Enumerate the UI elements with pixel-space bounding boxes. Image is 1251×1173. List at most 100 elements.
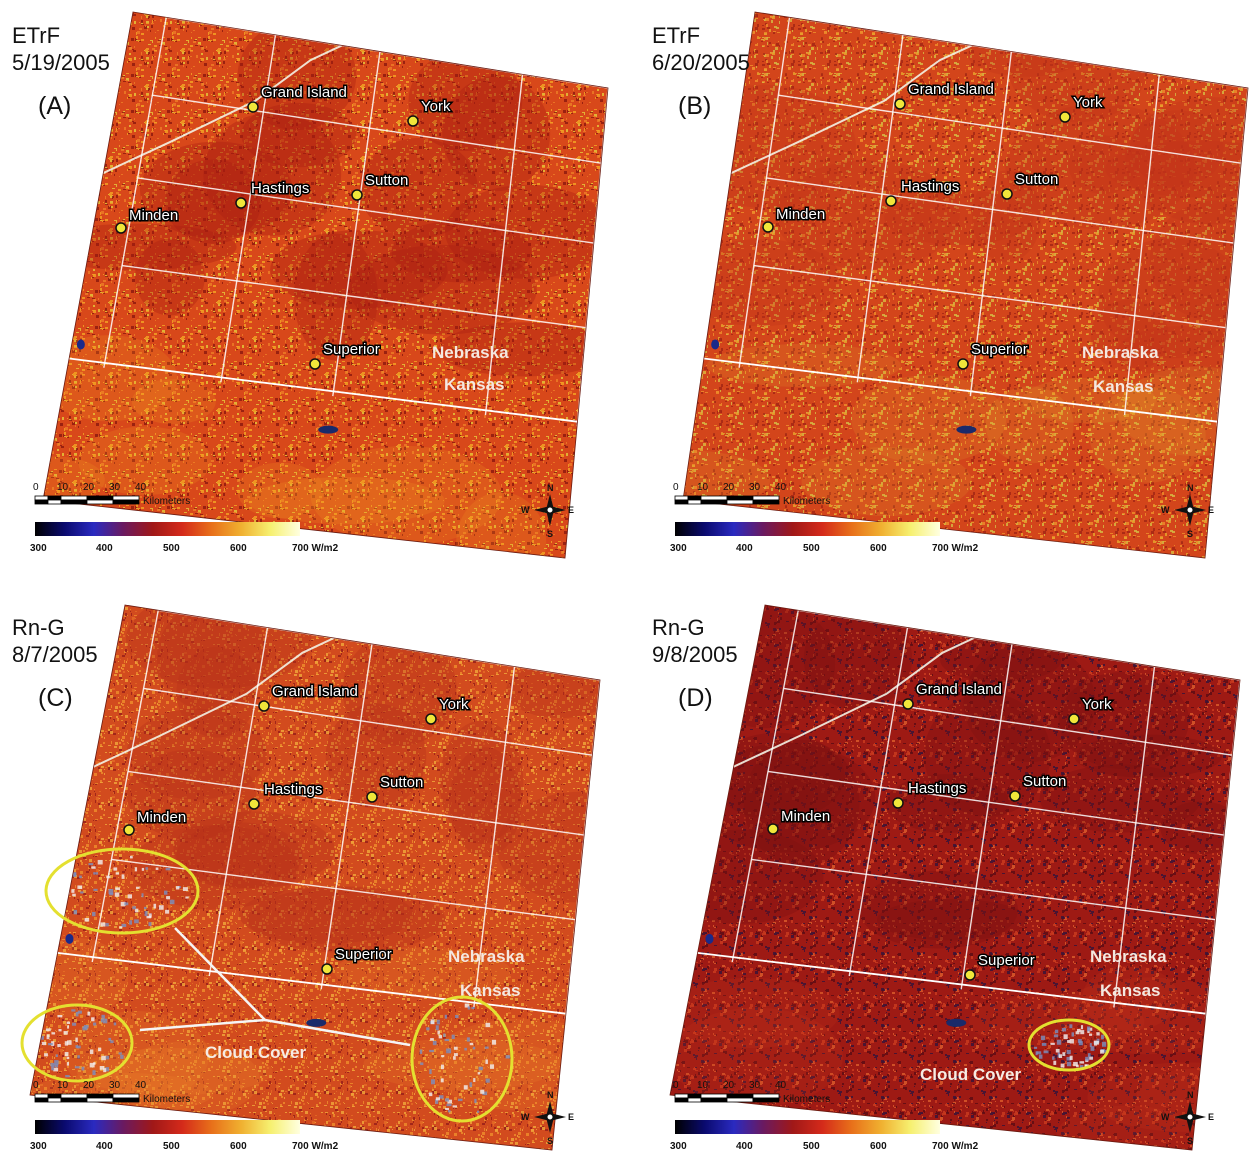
compass-w: W	[1161, 1112, 1170, 1122]
cloud-pixel	[1066, 1061, 1072, 1067]
city-marker	[309, 358, 321, 370]
city-marker	[425, 713, 437, 725]
scale-segment	[674, 1093, 689, 1099]
cloud-pixel	[55, 1054, 58, 1057]
scale-segment	[34, 495, 49, 501]
lake	[318, 425, 339, 434]
city-marker	[957, 358, 969, 370]
scale-tick: 10	[697, 1080, 709, 1091]
county-line	[778, 94, 1242, 164]
scale-segment	[700, 499, 728, 505]
cloud-pixel	[1071, 1032, 1074, 1037]
legend-tick: 300	[30, 1141, 47, 1152]
scale-segment	[726, 495, 754, 501]
cloud-pixel	[1101, 1034, 1104, 1040]
cloud-pixel	[428, 1092, 433, 1097]
cloud-pixel	[453, 1056, 456, 1060]
panel-variable: ETrF	[652, 23, 701, 48]
tint-blob	[506, 662, 600, 719]
cloud-pixel	[129, 855, 133, 859]
cloud-pixel	[467, 1006, 471, 1010]
cloud-pixel	[1063, 1034, 1068, 1040]
scale-segment	[60, 495, 88, 501]
cloud-pixel	[1050, 1042, 1055, 1045]
cloud-pixel	[45, 1028, 51, 1032]
map-outline	[682, 11, 1249, 559]
scale-tick: 10	[57, 1080, 69, 1091]
scale-segment	[86, 495, 114, 501]
cloud-pixel	[103, 1068, 107, 1073]
cloud-pixel	[114, 892, 120, 897]
cloud-pixel	[441, 1055, 445, 1058]
city-marker	[1059, 111, 1071, 123]
scale-segment	[726, 499, 754, 505]
panel-letter: (C)	[38, 684, 73, 712]
tint-blob	[670, 977, 840, 1048]
cloud-pixel	[135, 886, 140, 889]
cloud-pixel	[1103, 1049, 1108, 1054]
tint-blob	[241, 102, 357, 168]
cloud-pixel	[482, 1091, 488, 1096]
compass-e: E	[568, 505, 574, 515]
cloud-pixel	[1035, 1051, 1038, 1056]
cloud-pixel	[185, 896, 189, 899]
compass-center	[546, 1113, 554, 1121]
cloud-pixel	[1054, 1029, 1059, 1034]
cloud-pixel	[77, 885, 83, 889]
scale-segment	[687, 1097, 702, 1103]
cloud-pixel	[134, 908, 139, 913]
tint-blob	[247, 477, 445, 525]
lake	[711, 339, 720, 350]
cloud-pixel	[419, 1049, 423, 1054]
scale-segment	[700, 495, 728, 501]
cloud-pixel	[455, 1015, 459, 1019]
tint-blob	[1116, 326, 1247, 377]
cloud-pixel	[57, 1044, 61, 1048]
lake	[946, 1018, 967, 1027]
cloud-cover-ellipse	[44, 847, 200, 935]
cloud-pixel	[72, 893, 76, 897]
cloud-pixel	[1086, 1026, 1091, 1032]
river	[102, 44, 343, 174]
legend-tick: 400	[96, 1141, 113, 1152]
scale-tick: 10	[57, 482, 69, 493]
cloud-pixel	[1069, 1039, 1074, 1044]
tint-blob	[683, 239, 842, 327]
tint-blob	[176, 646, 258, 738]
tint-blob	[445, 184, 608, 279]
compass-e: E	[1208, 505, 1214, 515]
cloud-pixel	[165, 909, 170, 914]
cloud-pixel	[87, 1011, 91, 1016]
county-line	[767, 770, 1225, 836]
compass-n: N	[547, 1090, 554, 1100]
raster-texture	[30, 605, 600, 1150]
scale-unit: Kilometers	[143, 496, 190, 507]
cloud-pixel	[108, 888, 114, 894]
cloud-pixel	[1096, 1032, 1100, 1036]
compass-center	[1186, 506, 1194, 514]
scale-segment	[86, 1093, 114, 1099]
cloud-pixel	[79, 875, 82, 879]
cloud-pixel	[98, 1047, 102, 1052]
cloud-pixel	[77, 1055, 80, 1059]
cloud-pixel	[484, 1046, 489, 1049]
city-marker	[964, 969, 976, 981]
panel-title: Rn-G 8/7/2005	[12, 614, 98, 668]
city-marker	[1009, 790, 1021, 802]
scale-tick: 40	[135, 1080, 147, 1091]
cloud-pixel	[1061, 1027, 1067, 1032]
tint-blob	[670, 829, 824, 924]
cloud-pixel	[92, 911, 96, 917]
county-line	[332, 51, 381, 397]
scale-segment	[112, 1097, 140, 1103]
city-marker	[123, 824, 135, 836]
lake	[306, 1018, 327, 1027]
cloud-pixel	[82, 1026, 88, 1031]
cloud-pixel	[71, 1009, 76, 1012]
cloud-pixel	[148, 913, 152, 918]
tint-blob	[456, 492, 547, 558]
map-raster	[670, 605, 1240, 1150]
cloud-pixel	[485, 1022, 491, 1028]
compass-n: N	[547, 483, 554, 493]
cloud-pixel	[91, 866, 96, 869]
